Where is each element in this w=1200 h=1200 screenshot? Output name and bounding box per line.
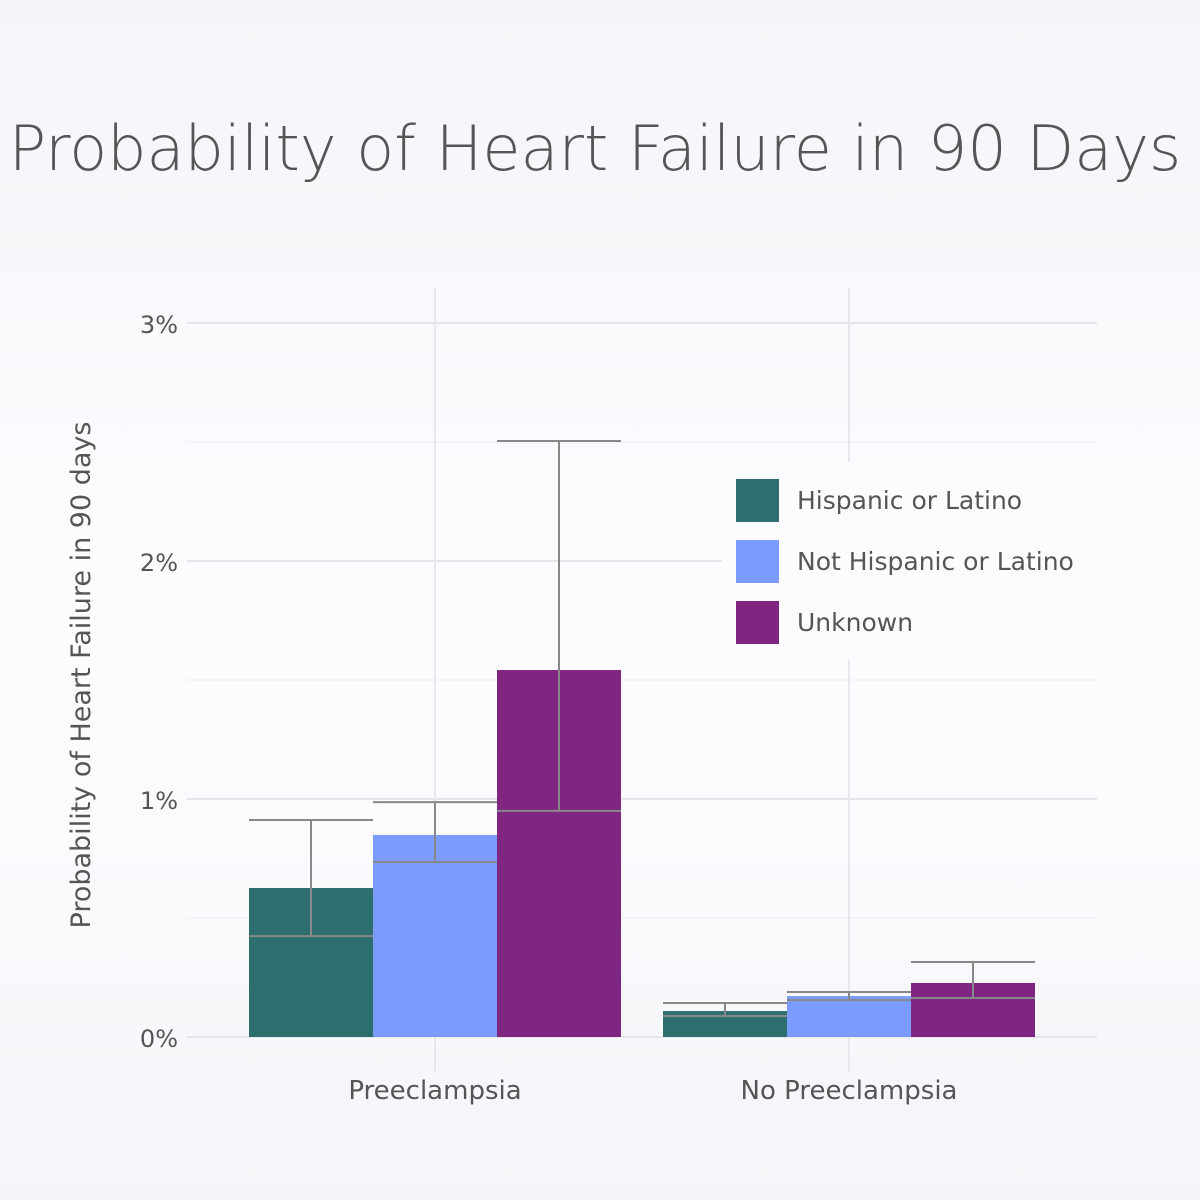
legend-label: Hispanic or Latino bbox=[797, 486, 1022, 515]
legend-label: Not Hispanic or Latino bbox=[797, 547, 1074, 576]
bar bbox=[787, 996, 911, 1037]
y-axis-label: Probability of Heart Failure in 90 days bbox=[66, 422, 97, 929]
y-tick-label: 0% bbox=[140, 1025, 178, 1053]
legend-label: Unknown bbox=[797, 608, 913, 637]
legend-swatch bbox=[736, 601, 779, 644]
y-tick-label: 2% bbox=[140, 549, 178, 577]
legend-swatch bbox=[736, 479, 779, 522]
x-tick-label: No Preeclampsia bbox=[741, 1076, 958, 1106]
y-tick-label: 1% bbox=[140, 787, 178, 815]
bar bbox=[373, 834, 497, 1037]
legend bbox=[722, 462, 1097, 660]
chart-title: Probability of Heart Failure in 90 Days bbox=[8, 112, 1182, 185]
y-tick-label: 3% bbox=[140, 311, 178, 339]
x-tick-label: Preeclampsia bbox=[348, 1076, 521, 1106]
legend-swatch bbox=[736, 540, 779, 583]
